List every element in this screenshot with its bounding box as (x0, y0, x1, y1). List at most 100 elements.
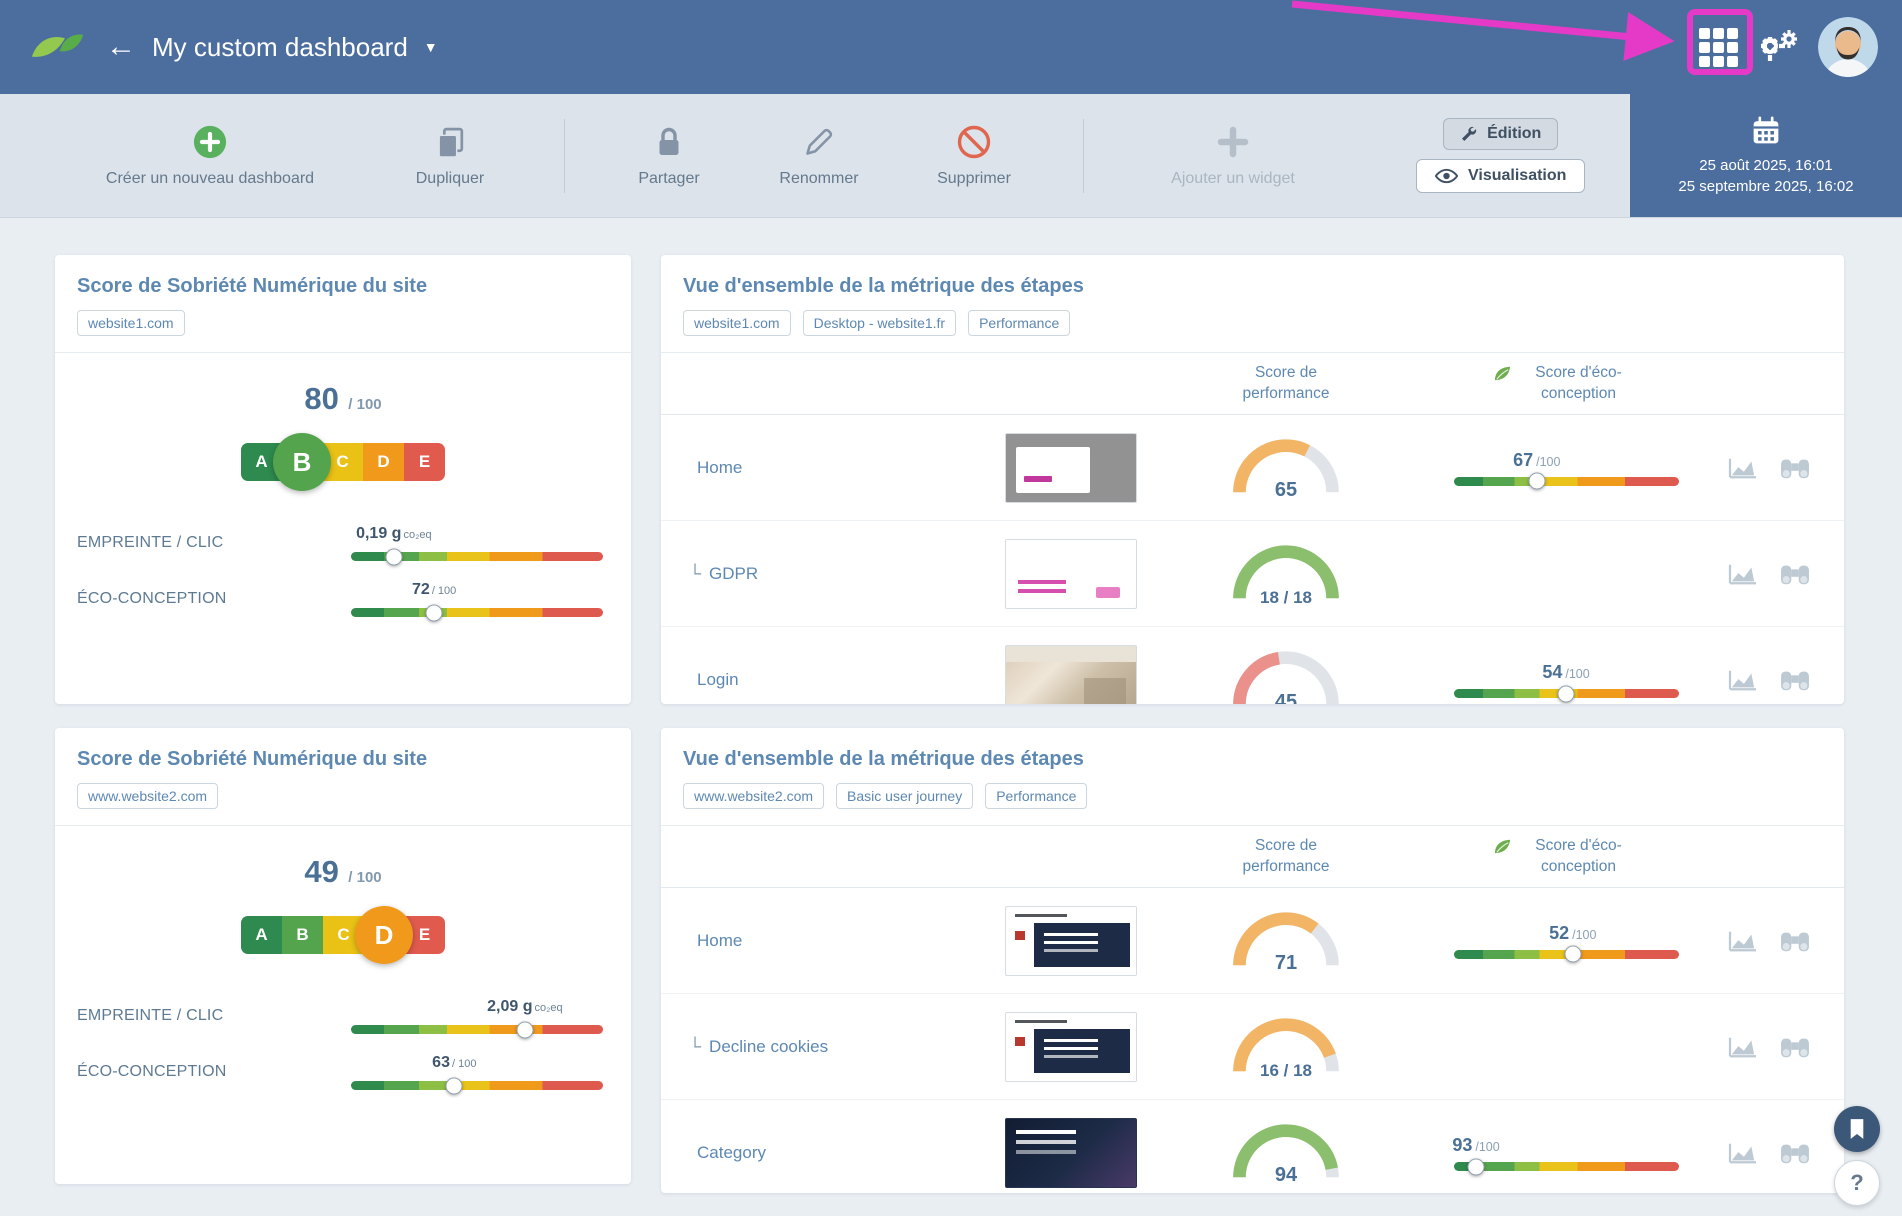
settings-gears-icon[interactable] (1754, 27, 1800, 67)
footprint-metric: EMPREINTE / CLIC 0,19 g co₂eq (77, 525, 609, 565)
share-button[interactable]: Partager (589, 123, 749, 188)
widget-tag: Desktop - website1.fr (802, 310, 957, 336)
history-chart-icon[interactable] (1726, 560, 1760, 588)
step-name: └ Decline cookies (689, 1036, 829, 1056)
date-range-start: 25 août 2025, 16:01 (1699, 157, 1833, 174)
rename-button[interactable]: Renommer (749, 123, 889, 188)
table-header: Score de performance Score d'éco-concept… (661, 353, 1844, 415)
history-chart-icon[interactable] (1726, 666, 1760, 694)
widget-title: Vue d'ensemble de la métrique des étapes (683, 748, 1084, 770)
slider-thumb (516, 1021, 534, 1038)
performance-gauge: 18 / 18 (1227, 542, 1345, 607)
leaf-icon (1493, 365, 1512, 382)
widgets-grid: Score de Sobriété Numérique du site webs… (55, 255, 1844, 1193)
table-header: Score de performance Score d'éco-concept… (661, 826, 1844, 888)
perf-column-header: Score de performance (1242, 363, 1330, 402)
ecodesign-slider (351, 604, 603, 621)
history-chart-icon[interactable] (1726, 1033, 1760, 1061)
eco-score-slider (1453, 1158, 1679, 1175)
widget-tag: Performance (985, 783, 1088, 809)
plus-icon (1216, 123, 1250, 161)
performance-gauge: 94 (1227, 1121, 1345, 1186)
eco-score-slider (1453, 472, 1679, 490)
dashboard-toolbar: Créer un nouveau dashboard Dupliquer Par… (0, 94, 1902, 218)
create-dashboard-button[interactable]: Créer un nouveau dashboard (60, 123, 360, 188)
performance-gauge: 71 (1227, 909, 1345, 974)
bookmark-icon (1848, 1117, 1866, 1141)
binoculars-icon[interactable] (1778, 1139, 1812, 1167)
forbidden-icon (956, 123, 992, 161)
binoculars-icon[interactable] (1778, 1033, 1812, 1061)
calendar-icon (1751, 116, 1781, 146)
history-chart-icon[interactable] (1726, 927, 1760, 955)
global-score: 49 / 100 (304, 854, 382, 889)
back-button[interactable]: ← (106, 30, 136, 63)
widget-steps-overview-2: Vue d'ensemble de la métrique des étapes… (661, 728, 1844, 1193)
performance-gauge: 16 / 18 (1227, 1015, 1345, 1080)
binoculars-icon[interactable] (1778, 560, 1812, 588)
widget-header: Vue d'ensemble de la métrique des étapes… (661, 255, 1844, 353)
step-name: Home (697, 930, 743, 950)
history-chart-icon[interactable] (1726, 1139, 1760, 1167)
date-range-end: 25 septembre 2025, 16:02 (1678, 178, 1854, 195)
app-header: ← My custom dashboard ▼ (0, 0, 1902, 94)
eco-column-header: Score d'éco-conception (1493, 363, 1640, 405)
step-row: Home 71 52/100 (661, 888, 1844, 994)
footprint-slider (351, 1021, 603, 1038)
widget-tag: Performance (968, 310, 1071, 336)
leaf-icon (1493, 838, 1512, 855)
widget-tag: website1.com (683, 310, 791, 336)
grade-scale: A B C D E (77, 904, 609, 966)
widget-sobriety-score-1: Score de Sobriété Numérique du site webs… (55, 255, 631, 704)
footprint-metric: EMPREINTE / CLIC 2,09 g co₂eq (77, 998, 609, 1038)
step-thumbnail[interactable] (1005, 1011, 1137, 1082)
slider-thumb (385, 548, 403, 565)
slider-thumb (1564, 945, 1582, 963)
visualisation-button[interactable]: Visualisation (1416, 159, 1586, 193)
toolbar-divider (564, 118, 565, 193)
ecodesign-slider (351, 1077, 603, 1094)
step-thumbnail[interactable] (1005, 538, 1137, 609)
lock-icon (654, 123, 684, 161)
widget-tag: website1.com (77, 310, 185, 336)
eco-column-header: Score d'éco-conception (1493, 836, 1640, 878)
user-avatar[interactable] (1818, 17, 1878, 77)
date-range-selector[interactable]: 25 août 2025, 16:01 25 septembre 2025, 1… (1630, 94, 1902, 217)
step-row: └ Decline cookies 16 / 18 (661, 994, 1844, 1100)
widget-tag: www.website2.com (77, 783, 219, 809)
step-name: Category (697, 1143, 766, 1162)
delete-button[interactable]: Supprimer (889, 123, 1059, 188)
performance-gauge: 45 (1227, 648, 1345, 704)
step-row: └ GDPR 18 / 18 (661, 521, 1844, 627)
binoculars-icon[interactable] (1778, 666, 1812, 694)
header-actions (1696, 17, 1878, 77)
widget-title: Score de Sobriété Numérique du site (77, 275, 428, 297)
eco-score: 67/100 (1453, 450, 1679, 490)
slider-thumb (425, 604, 443, 621)
widget-header: Score de Sobriété Numérique du site www.… (55, 728, 631, 826)
bookmark-button[interactable] (1834, 1106, 1880, 1152)
duplicate-button[interactable]: Dupliquer (360, 123, 540, 188)
history-chart-icon[interactable] (1726, 454, 1760, 482)
add-widget-button[interactable]: Ajouter un widget (1108, 123, 1358, 188)
step-thumbnail[interactable] (1005, 645, 1137, 704)
edition-button[interactable]: Édition (1443, 118, 1559, 150)
step-thumbnail[interactable] (1005, 432, 1137, 503)
selected-grade: B (273, 433, 331, 491)
grade-scale: A B C D E (77, 431, 609, 493)
title-dropdown-caret-icon[interactable]: ▼ (423, 39, 438, 55)
ecodesign-metric: ÉCO-CONCEPTION 72/ 100 (77, 581, 609, 621)
binoculars-icon[interactable] (1778, 454, 1812, 482)
widget-tag: www.website2.com (683, 783, 825, 809)
global-score: 80 / 100 (304, 381, 382, 416)
widgets-grid-icon[interactable] (1696, 25, 1740, 69)
widget-header: Vue d'ensemble de la métrique des étapes… (661, 728, 1844, 826)
step-name: └ GDPR (689, 563, 759, 583)
step-thumbnail[interactable] (1005, 905, 1137, 976)
app-leaf-logo-icon[interactable] (30, 27, 86, 67)
eco-score: 54/100 (1453, 662, 1679, 702)
help-button[interactable]: ? (1834, 1160, 1880, 1206)
binoculars-icon[interactable] (1778, 927, 1812, 955)
widget-title: Vue d'ensemble de la métrique des étapes (683, 275, 1084, 297)
step-thumbnail[interactable] (1005, 1118, 1137, 1188)
